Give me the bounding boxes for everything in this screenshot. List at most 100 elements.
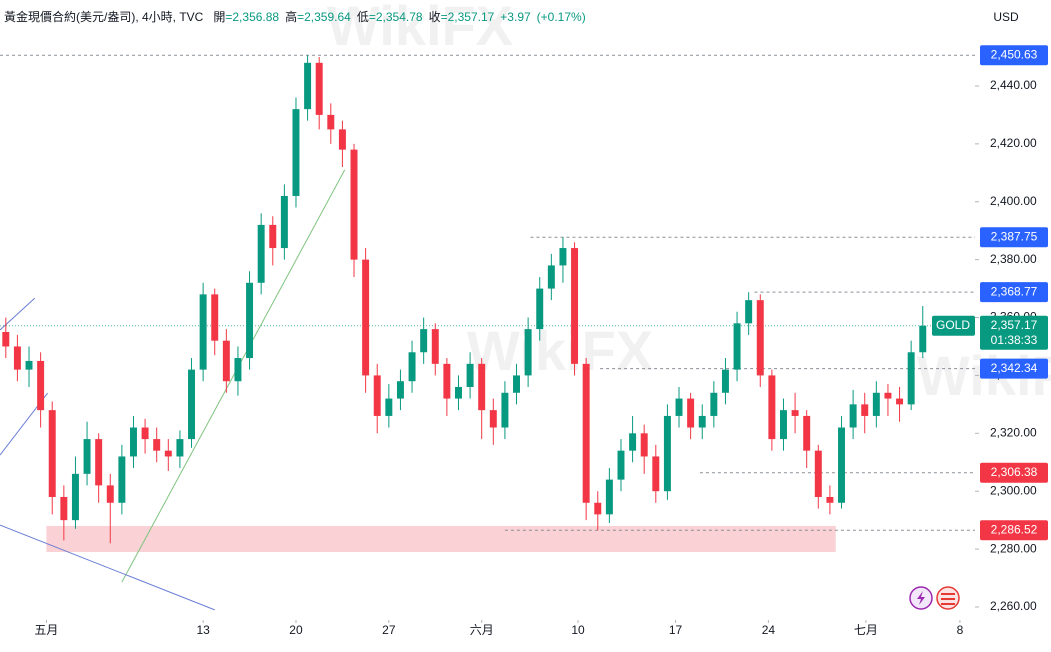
icons <box>909 586 960 610</box>
candle-body <box>373 375 381 416</box>
price-badge <box>980 462 1048 483</box>
ohlc-label: 高 <box>285 10 298 24</box>
price-badge <box>980 282 1048 303</box>
x-tick-label: 13 <box>196 623 210 637</box>
flag-stripe <box>941 593 955 595</box>
candle-body <box>327 114 335 130</box>
candle-body <box>315 62 323 115</box>
candle-body <box>141 427 149 440</box>
candle-body <box>292 109 300 196</box>
candle-body <box>501 392 509 428</box>
candle-body <box>222 340 230 382</box>
candle-body <box>269 224 277 249</box>
candle-body <box>396 381 404 399</box>
candle-body <box>884 392 892 399</box>
candle-body <box>838 427 845 503</box>
candle-body <box>605 479 613 515</box>
candle-body <box>60 496 68 521</box>
ohlc-value: =2,356.88 <box>225 10 280 24</box>
candle-body <box>48 410 56 497</box>
candle-body <box>919 325 927 353</box>
symbol-badge-label: GOLD <box>936 318 970 332</box>
price-badge-label: 2,306.38 <box>991 465 1038 479</box>
y-tick-label: 2,420.00 <box>990 136 1037 150</box>
candle-body <box>803 415 811 451</box>
ohlc-value: =2,359.64 <box>297 10 351 24</box>
current-price-label: 2,357.17 <box>991 318 1038 332</box>
symbol-title: 黃金現價合約(美元/盎司), 4小時, TVC <box>4 10 204 24</box>
ohlc-label: 低 <box>356 10 369 24</box>
candle-body <box>478 363 486 411</box>
candle-body <box>896 398 904 405</box>
trendline <box>121 169 346 583</box>
y-tick-label: 2,260.00 <box>990 599 1037 613</box>
candle-body <box>826 496 834 503</box>
candle-body <box>675 398 683 416</box>
candle-body <box>721 369 729 393</box>
x-tick-label: 8 <box>957 623 964 637</box>
candle-body <box>338 129 346 150</box>
y-tick-label: 2,280.00 <box>990 541 1037 555</box>
flag-stripe <box>941 603 955 605</box>
price-badge <box>980 227 1048 248</box>
candle-body <box>71 473 79 521</box>
y-tick-label: 2,320.00 <box>990 425 1037 439</box>
candle-body <box>431 329 439 364</box>
change: +3.97 <box>500 10 531 24</box>
candle-body <box>629 433 637 451</box>
x-tick-label: 24 <box>762 623 776 637</box>
candle-body <box>733 323 741 370</box>
watermark: WikiFX <box>327 0 513 57</box>
candle-body <box>466 363 474 387</box>
candle-body <box>849 404 857 428</box>
x-tick-label: 七月 <box>854 623 878 637</box>
y-tick-label: 2,440.00 <box>990 78 1037 92</box>
y-tick-label: 2,300.00 <box>990 483 1037 497</box>
candle-body <box>118 456 126 503</box>
x-tick-label: 20 <box>289 623 303 637</box>
current-price-badge <box>980 315 1048 350</box>
candle-body <box>234 358 242 382</box>
x-tick-label: 六月 <box>470 623 494 637</box>
candle-body <box>25 360 33 370</box>
ohlc-label: 收 <box>428 10 441 24</box>
candle-body <box>559 248 567 266</box>
candle-body <box>130 427 137 457</box>
price-badge-label: 2,450.63 <box>991 47 1038 61</box>
candle-body <box>594 502 602 515</box>
candle-body <box>780 410 787 440</box>
candle-body <box>83 439 91 474</box>
candle-body <box>710 392 718 416</box>
ohlc-value: =2,357.17 <box>440 10 495 24</box>
y-tick-label: 2,400.00 <box>990 194 1037 208</box>
price-badge-label: 2,286.52 <box>991 522 1038 536</box>
candle-body <box>2 331 10 347</box>
candle-body <box>408 352 416 382</box>
candle-body <box>872 392 880 416</box>
candle-body <box>188 369 195 440</box>
candle-body <box>385 398 393 416</box>
candle-body <box>257 224 265 283</box>
candle-body <box>95 439 103 486</box>
candle-body <box>582 363 590 503</box>
price-badge-label: 2,387.75 <box>991 229 1038 243</box>
candle-body <box>617 450 625 480</box>
ohlc-value: =2,354.78 <box>368 10 423 24</box>
candle-body <box>420 329 428 353</box>
candle-body <box>571 248 579 364</box>
candle-body <box>13 346 21 370</box>
candle-body <box>536 288 544 330</box>
candle-body <box>164 450 172 457</box>
candle-body <box>443 363 451 399</box>
candle-body <box>768 375 776 440</box>
x-tick-label: 17 <box>669 623 683 637</box>
candle-body <box>106 485 114 503</box>
candle-body <box>652 456 660 492</box>
watermark: WikiFX <box>467 319 653 382</box>
legend-header: 黃金現價合約(美元/盎司), 4小時, TVC 開=2,356.88 高=2,35… <box>4 8 592 25</box>
candle-body <box>513 375 520 393</box>
price-badge <box>980 358 1048 379</box>
candle-body <box>524 329 532 376</box>
candle-body <box>280 195 288 249</box>
